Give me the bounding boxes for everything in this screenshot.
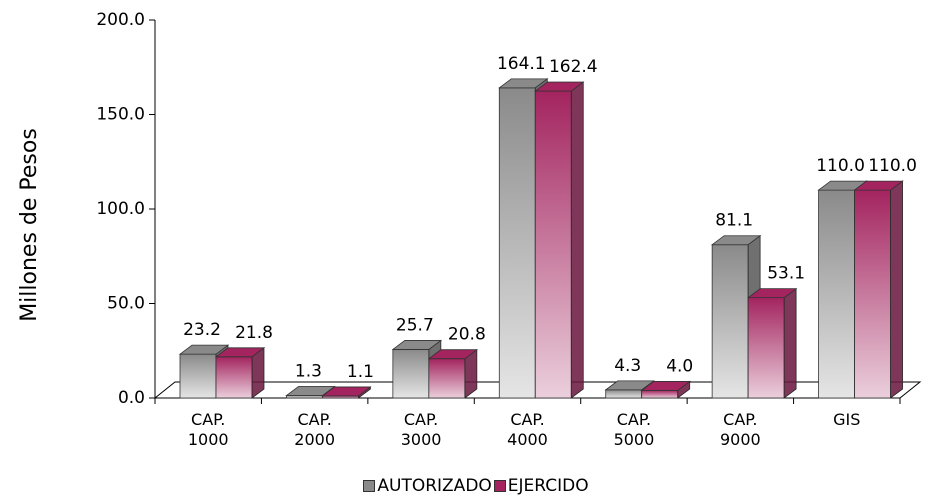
- value-label: 23.2: [183, 320, 221, 340]
- x-tick-label: CAP. 3000: [400, 410, 442, 449]
- bar-top: [746, 288, 798, 299]
- bar-front: [392, 349, 430, 399]
- bar-front: [498, 87, 536, 399]
- bar-front: [747, 297, 785, 399]
- value-label: 1.1: [347, 362, 374, 382]
- legend-label: AUTORIZADO: [377, 476, 492, 496]
- value-label: 110.0: [868, 156, 917, 176]
- value-label: 53.1: [767, 264, 805, 284]
- bar-front: [711, 244, 749, 399]
- value-label: 81.1: [715, 211, 753, 231]
- bar-side-shade: [571, 82, 584, 399]
- x-tick-label: GIS: [833, 410, 861, 429]
- bar-front: [818, 189, 855, 399]
- bar-front: [179, 353, 217, 399]
- bar-front: [641, 390, 679, 399]
- bar: [640, 380, 691, 399]
- bar-top: [853, 180, 904, 191]
- bar-side-shade: [252, 347, 264, 398]
- value-label: 162.4: [549, 57, 598, 77]
- bar-top: [321, 386, 372, 397]
- bar-top: [214, 347, 266, 358]
- y-tick-label: 150.0: [96, 105, 145, 125]
- bar-side-shade: [890, 181, 903, 398]
- legend-label: EJERCIDO: [507, 476, 589, 496]
- x-tick-label: CAP. 1000: [187, 410, 229, 449]
- bar: [427, 348, 479, 399]
- value-label: 4.3: [614, 356, 641, 376]
- bar-side-shade: [784, 288, 797, 398]
- bar-front: [605, 389, 643, 399]
- legend-swatch: [493, 480, 506, 492]
- legend-item: AUTORIZADO: [361, 476, 492, 496]
- y-tick-label: 0.0: [118, 388, 145, 408]
- bar-front: [854, 189, 891, 399]
- x-tick-label: CAP. 4000: [507, 410, 548, 449]
- bar-front: [534, 90, 572, 399]
- value-label: 110.0: [816, 156, 865, 176]
- bar-top: [498, 78, 549, 89]
- value-label: 20.8: [448, 325, 486, 345]
- bar-side-shade: [358, 386, 371, 398]
- y-axis-label: Millones de Pesos: [17, 128, 42, 322]
- x-tick-label: CAP. 5000: [613, 410, 655, 449]
- x-tick-label: CAP. 9000: [719, 410, 761, 449]
- bar-top: [534, 81, 585, 92]
- bar: [746, 287, 798, 399]
- value-label: 1.3: [295, 362, 322, 382]
- bar-side-shade: [464, 349, 477, 398]
- bar-top: [178, 344, 230, 355]
- value-label: 164.1: [497, 54, 546, 74]
- bar-top: [427, 349, 479, 360]
- value-label: 21.8: [235, 323, 273, 343]
- bar-side-shade: [677, 381, 690, 398]
- y-tick-label: 50.0: [107, 294, 145, 314]
- bar-front: [215, 356, 253, 399]
- bar-top: [640, 381, 691, 391]
- bar-top: [604, 380, 655, 391]
- legend: AUTORIZADO EJERCIDO: [0, 476, 950, 496]
- value-label: 25.7: [396, 315, 434, 335]
- bar-front: [428, 358, 466, 399]
- value-label: 4.0: [666, 356, 693, 376]
- legend-item: EJERCIDO: [492, 476, 589, 496]
- bar-top: [710, 235, 762, 246]
- bar: [534, 81, 585, 399]
- legend-swatch: [363, 480, 376, 492]
- x-tick-label: CAP. 2000: [294, 410, 335, 449]
- bar: [321, 386, 372, 399]
- bar-top: [391, 340, 443, 350]
- y-tick-label: 100.0: [96, 199, 145, 219]
- bar: [214, 346, 266, 399]
- y-tick-label: 200.0: [96, 10, 145, 30]
- bar: [853, 180, 904, 399]
